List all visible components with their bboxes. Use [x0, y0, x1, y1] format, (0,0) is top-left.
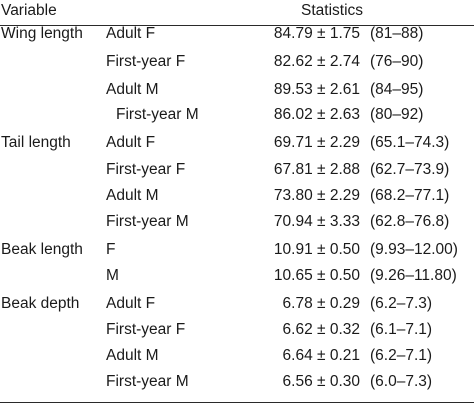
row-variable: Tail length	[1, 134, 71, 151]
row-group: Adult M	[106, 187, 159, 204]
row-group: First-year M	[106, 373, 189, 390]
bottom-rule	[0, 402, 474, 403]
row-mean-sd: 70.94 ± 3.33	[273, 213, 360, 230]
row-group: Adult M	[106, 347, 159, 364]
row-range: (6.2–7.3)	[370, 295, 433, 312]
row-mean-sd: 73.80 ± 2.29	[273, 187, 360, 204]
row-group: First-year F	[106, 53, 186, 70]
row-range: (6.0–7.3)	[370, 373, 433, 390]
row-mean-sd: 6.64 ± 0.21	[282, 347, 360, 364]
row-group: First-year F	[106, 321, 186, 338]
row-variable: Wing length	[1, 25, 83, 42]
row-mean-sd: 6.56 ± 0.30	[282, 373, 360, 390]
row-group: Adult F	[106, 25, 156, 42]
row-group: First-year F	[106, 161, 186, 178]
row-range: (81–88)	[370, 25, 424, 42]
row-mean-sd: 10.91 ± 0.50	[273, 241, 360, 258]
row-range: (62.8–76.8)	[370, 213, 450, 230]
row-range: (76–90)	[370, 53, 424, 70]
row-variable: Beak length	[1, 241, 83, 258]
row-variable: Beak depth	[1, 295, 80, 312]
row-mean-sd: 86.02 ± 2.63	[273, 106, 360, 123]
row-group: Adult F	[106, 295, 156, 312]
row-range: (65.1–74.3)	[370, 134, 450, 151]
row-mean-sd: 6.78 ± 0.29	[282, 295, 360, 312]
row-mean-sd: 69.71 ± 2.29	[273, 134, 360, 151]
row-range: (62.7–73.9)	[370, 161, 450, 178]
row-range: (80–92)	[370, 106, 424, 123]
row-range: (9.93–12.00)	[370, 241, 458, 258]
row-mean-sd: 10.65 ± 0.50	[273, 267, 360, 284]
row-range: (6.2–7.1)	[370, 347, 433, 364]
row-mean-sd: 82.62 ± 2.74	[273, 53, 360, 70]
row-range: (68.2–77.1)	[370, 187, 450, 204]
row-group: First-year M	[116, 106, 199, 123]
header-rule	[0, 25, 474, 26]
row-range: (84–95)	[370, 81, 424, 98]
row-group: First-year M	[106, 213, 189, 230]
row-mean-sd: 6.62 ± 0.32	[282, 321, 360, 338]
row-group: Adult F	[106, 134, 156, 151]
row-mean-sd: 89.53 ± 2.61	[273, 81, 360, 98]
header-statistics: Statistics	[301, 2, 364, 19]
row-range: (9.26–11.80)	[370, 267, 457, 284]
row-mean-sd: 84.79 ± 1.75	[273, 25, 360, 42]
row-mean-sd: 67.81 ± 2.88	[273, 161, 360, 178]
row-range: (6.1–7.1)	[370, 321, 433, 338]
row-group: F	[106, 241, 116, 258]
row-group: M	[106, 267, 119, 284]
row-group: Adult M	[106, 81, 159, 98]
header-variable: Variable	[1, 2, 57, 19]
